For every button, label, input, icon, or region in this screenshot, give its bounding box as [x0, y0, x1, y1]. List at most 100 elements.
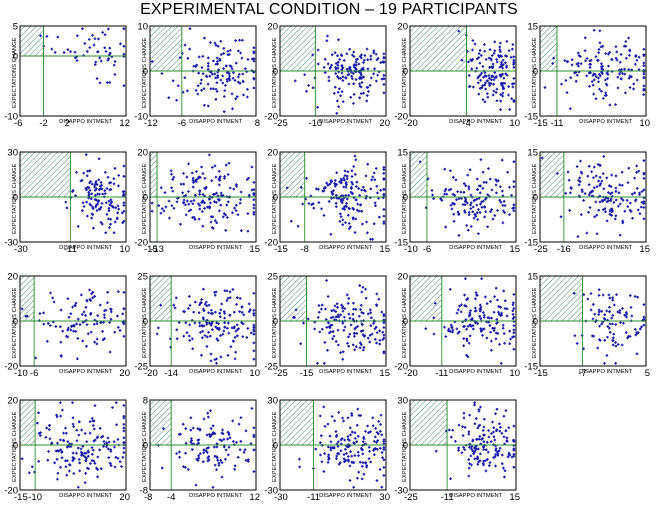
data-point: [484, 87, 487, 91]
data-point: [189, 440, 193, 444]
plot-frame: [19, 151, 127, 243]
data-point: [621, 72, 624, 75]
data-point: [83, 481, 87, 484]
data-point: [474, 297, 477, 301]
data-point: [505, 64, 508, 68]
data-point: [624, 331, 628, 334]
data-point: [69, 445, 73, 448]
data-point: [209, 220, 213, 224]
data-point: [336, 54, 339, 58]
data-point: [497, 310, 500, 314]
data-point: [500, 158, 504, 162]
data-point: [205, 185, 208, 189]
data-point: [311, 53, 314, 57]
data-point: [48, 324, 52, 327]
data-point: [586, 297, 590, 301]
data-point: [477, 92, 481, 96]
data-point: [361, 333, 365, 337]
data-point: [206, 335, 209, 339]
data-point: [240, 56, 244, 60]
data-point: [357, 414, 361, 417]
data-point: [444, 225, 447, 229]
data-point: [240, 305, 244, 309]
data-point: [71, 416, 75, 420]
data-point: [369, 324, 373, 327]
x-tick-label: 20: [119, 368, 130, 379]
data-point: [59, 448, 62, 452]
data-point: [248, 308, 252, 311]
data-point: [616, 75, 620, 79]
x-tick-label: 10: [509, 118, 520, 129]
data-point: [105, 81, 109, 84]
data-point: [160, 207, 164, 210]
data-point: [252, 470, 256, 473]
data-point: [245, 336, 249, 339]
data-point: [451, 330, 454, 334]
data-point: [109, 462, 112, 465]
data-point: [227, 321, 230, 325]
y-tick-label: -15: [394, 238, 408, 249]
data-point: [453, 194, 456, 197]
data-point: [184, 213, 188, 217]
x-axis-label: DISAPPO INTMENT: [319, 119, 373, 125]
data-point: [101, 192, 104, 196]
data-point: [609, 185, 613, 188]
data-point: [214, 98, 218, 101]
data-point: [491, 62, 495, 66]
data-point: [457, 448, 460, 452]
data-point: [354, 308, 358, 311]
y-tick-label: 30: [267, 396, 278, 407]
data-point: [50, 47, 54, 51]
data-point: [568, 209, 571, 212]
data-point: [90, 192, 94, 196]
data-point: [199, 82, 203, 85]
data-point: [215, 445, 219, 449]
data-point: [598, 324, 601, 328]
data-point: [574, 79, 578, 83]
data-point: [444, 187, 448, 191]
data-point: [360, 329, 363, 333]
data-point: [639, 205, 643, 209]
data-point: [481, 334, 484, 337]
data-point: [616, 343, 620, 346]
data-point: [211, 431, 215, 434]
y-tick-label: 0: [533, 317, 538, 328]
x-tick-label: -11: [307, 492, 320, 503]
data-point: [361, 68, 365, 71]
data-point: [86, 214, 89, 218]
data-point: [607, 191, 610, 194]
data-point: [77, 420, 81, 424]
data-point: [246, 95, 249, 99]
data-point: [227, 331, 231, 335]
data-point: [285, 186, 289, 190]
data-point: [603, 339, 607, 342]
data-point: [606, 197, 610, 200]
data-point: [184, 427, 187, 430]
x-tick-label: -20: [404, 118, 418, 129]
y-tick-label: 20: [397, 272, 408, 283]
data-point: [480, 330, 483, 333]
data-point: [627, 166, 631, 170]
data-point: [491, 93, 495, 97]
data-point: [201, 329, 205, 333]
data-point: [589, 71, 592, 75]
data-point: [636, 208, 640, 212]
data-point: [77, 485, 80, 489]
data-point: [73, 304, 77, 307]
data-point: [610, 316, 613, 320]
data-point: [466, 173, 470, 177]
data-point: [499, 108, 502, 111]
data-point: [336, 64, 340, 67]
data-point: [578, 176, 582, 180]
data-point: [226, 49, 230, 53]
data-point: [631, 192, 634, 196]
data-point: [366, 67, 370, 71]
data-point: [637, 68, 641, 71]
data-point: [484, 469, 488, 473]
data-point: [494, 286, 498, 290]
data-point: [65, 206, 69, 210]
data-point: [85, 344, 88, 348]
data-point: [80, 428, 83, 432]
figure-title: EXPERIMENTAL CONDITION – 19 PARTICIPANTS: [140, 1, 518, 18]
data-point: [600, 89, 603, 93]
